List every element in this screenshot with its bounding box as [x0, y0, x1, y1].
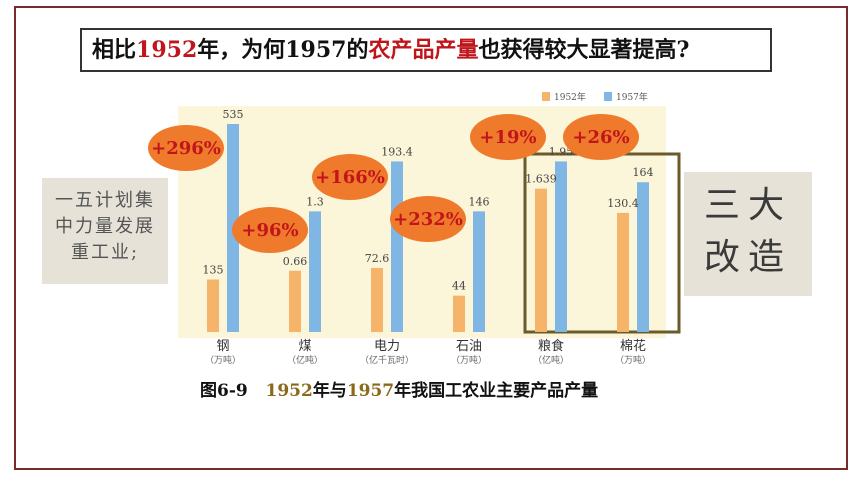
- growth-label-coal: +96%: [241, 220, 298, 241]
- note-line-1: 一五计划集: [55, 190, 155, 211]
- data-label-1952-coal: 0.66: [283, 255, 308, 268]
- unit-label-coal: （亿吨）: [287, 354, 323, 366]
- growth-badge-oil: [390, 196, 466, 242]
- title-post: 也获得较大显著提高?: [478, 37, 690, 63]
- unit-label-grain: （亿吨）: [533, 354, 569, 366]
- category-label-power: 电力: [374, 339, 400, 354]
- data-label-1957-coal: 1.3: [306, 195, 324, 208]
- category-label-steel: 钢: [216, 339, 229, 354]
- data-label-1957-power: 193.4: [381, 145, 413, 158]
- growth-badge-power: [312, 154, 388, 200]
- growth-label-oil: +232%: [393, 209, 463, 230]
- data-label-1952-cotton: 130.4: [607, 197, 639, 210]
- growth-label-cotton: +26%: [572, 127, 629, 148]
- bar-1957-grain: [555, 161, 567, 332]
- growth-badge-coal: [232, 207, 308, 253]
- legend-swatch-1957: [604, 92, 612, 101]
- bar-1952-coal: [289, 270, 301, 332]
- data-label-1957-cotton: 164: [633, 166, 654, 179]
- legend-swatch-1952: [542, 92, 550, 101]
- data-label-1957-oil: 146: [469, 195, 490, 208]
- reform-line-1: 三大: [703, 185, 792, 226]
- caption-mid: 年与: [312, 381, 347, 401]
- reform-line-2: 改造: [703, 237, 792, 278]
- growth-label-steel: +296%: [151, 138, 221, 159]
- title-pre: 相比: [92, 37, 137, 63]
- bar-1952-cotton: [617, 212, 629, 332]
- bar-1957-coal: [309, 211, 321, 332]
- bar-1952-grain: [535, 188, 547, 332]
- bar-1957-power: [391, 161, 403, 332]
- bar-1957-oil: [473, 211, 485, 332]
- growth-label-grain: +19%: [479, 127, 536, 148]
- legend-label-1952: 1952年: [554, 91, 586, 103]
- data-label-1952-grain: 1.639: [525, 173, 557, 186]
- bar-1952-oil: [453, 295, 465, 332]
- growth-badge-grain: [470, 114, 546, 160]
- note-line-2: 中力量发展: [55, 216, 155, 237]
- growth-label-power: +166%: [315, 167, 385, 188]
- note-line-3: 重工业;: [70, 242, 140, 263]
- title-mid: 年，为何1957的: [197, 37, 369, 63]
- question-title: 相比1952年，为何1957的农产品产量也获得较大显著提高?: [80, 28, 772, 72]
- bar-1952-steel: [207, 279, 219, 332]
- growth-badge-steel: [148, 125, 224, 171]
- data-label-1952-steel: 135: [203, 264, 224, 277]
- note-box: 一五计划集 中力量发展 重工业;: [42, 178, 168, 284]
- caption-year-b: 1957: [346, 381, 395, 401]
- category-label-cotton: 棉花: [620, 338, 646, 354]
- growth-badge-cotton: [563, 114, 639, 160]
- unit-label-power: （亿千瓦时）: [360, 354, 414, 366]
- unit-label-cotton: （万吨）: [615, 354, 651, 366]
- title-year-1952: 1952: [136, 37, 198, 63]
- unit-label-oil: （万吨）: [451, 354, 487, 366]
- caption-year-a: 1952: [265, 381, 313, 401]
- data-label-1952-power: 72.6: [365, 252, 390, 265]
- caption-fig: 图6-9: [200, 381, 248, 401]
- data-label-1952-oil: 44: [452, 280, 466, 293]
- slide-frame: [14, 6, 848, 470]
- figure-caption: 图6-9 1952年与1957年我国工农业主要产品产量: [200, 376, 598, 401]
- bar-1952-power: [371, 267, 383, 332]
- title-highlight: 农产品产量: [368, 37, 479, 63]
- bar-1957-cotton: [637, 182, 649, 332]
- caption-rest: 年我国工农业主要产品产量: [394, 381, 599, 401]
- legend-label-1957: 1957年: [616, 91, 648, 103]
- reform-box: 三大 改造: [684, 172, 812, 296]
- category-label-coal: 煤: [298, 339, 311, 354]
- data-label-1957-steel: 535: [223, 108, 244, 121]
- category-label-grain: 粮食: [538, 338, 564, 354]
- data-label-1957-grain: 1.95: [549, 145, 574, 158]
- unit-label-steel: （万吨）: [205, 354, 241, 366]
- category-label-oil: 石油: [456, 339, 482, 354]
